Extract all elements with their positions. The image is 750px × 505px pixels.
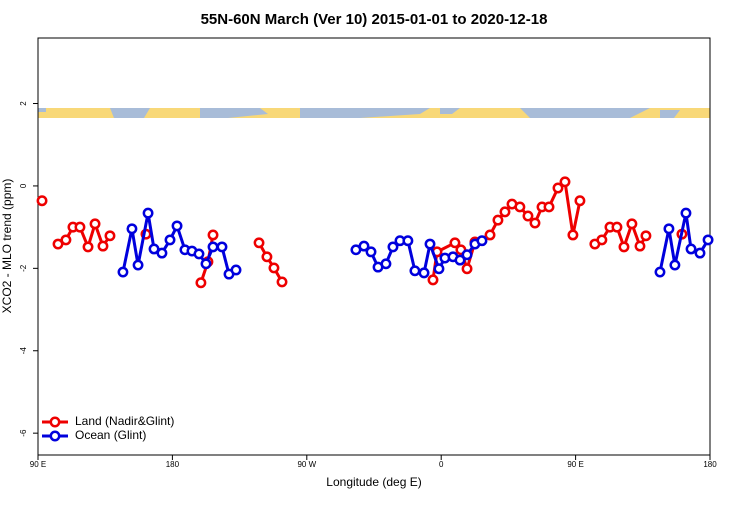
- data-point: [207, 229, 219, 241]
- data-point: [89, 218, 101, 230]
- data-point: [574, 195, 586, 207]
- data-point: [461, 263, 473, 275]
- data-point: [424, 238, 436, 250]
- x-tick-label: 180: [166, 460, 180, 469]
- data-point: [529, 217, 541, 229]
- data-point: [461, 249, 473, 261]
- data-point: [74, 221, 86, 233]
- data-point: [596, 234, 608, 246]
- data-point: [261, 251, 273, 263]
- data-point: [694, 247, 706, 259]
- data-point: [499, 206, 511, 218]
- data-point: [268, 262, 280, 274]
- legend-label: Ocean (Glint): [75, 428, 146, 442]
- data-point: [514, 201, 526, 213]
- data-point: [685, 243, 697, 255]
- data-point: [409, 265, 421, 277]
- y-tick-label: 0: [19, 183, 28, 188]
- y-tick-label: -6: [19, 429, 28, 437]
- data-point: [663, 223, 675, 235]
- data-point: [476, 235, 488, 247]
- data-point: [552, 182, 564, 194]
- data-point: [142, 207, 154, 219]
- x-tick-label: 90 E: [567, 460, 583, 469]
- y-axis-label: XCO2 - MLO trend (ppm): [0, 179, 14, 314]
- map-strip: [38, 108, 710, 118]
- data-point: [492, 214, 504, 226]
- x-tick-label: 0: [439, 460, 444, 469]
- data-point: [387, 241, 399, 253]
- data-point: [522, 210, 534, 222]
- x-axis-label: Longitude (deg E): [326, 475, 421, 489]
- data-point: [365, 246, 377, 258]
- data-point: [427, 274, 439, 286]
- data-point: [543, 201, 555, 213]
- data-point: [82, 241, 94, 253]
- legend-marker: [49, 416, 61, 428]
- data-point: [195, 277, 207, 289]
- x-tick-label: 180: [703, 460, 717, 469]
- data-point: [449, 237, 461, 249]
- data-point: [702, 234, 714, 246]
- data-point: [669, 259, 681, 271]
- data-point: [193, 248, 205, 260]
- data-point: [680, 207, 692, 219]
- data-point: [634, 240, 646, 252]
- y-tick-label: -2: [19, 264, 28, 272]
- data-point: [97, 240, 109, 252]
- data-point: [484, 229, 496, 241]
- data-point: [654, 266, 666, 278]
- data-point: [253, 237, 265, 249]
- data-point: [207, 241, 219, 253]
- data-point: [200, 258, 212, 270]
- data-point: [132, 259, 144, 271]
- data-point: [52, 238, 64, 250]
- data-point: [117, 266, 129, 278]
- data-point: [418, 267, 430, 279]
- data-point: [433, 263, 445, 275]
- data-point: [567, 229, 579, 241]
- data-point: [358, 240, 370, 252]
- data-point: [126, 223, 138, 235]
- data-point: [276, 276, 288, 288]
- data-point: [216, 241, 228, 253]
- data-point: [148, 243, 160, 255]
- data-point: [380, 258, 392, 270]
- data-point: [402, 235, 414, 247]
- legend-label: Land (Nadir&Glint): [75, 414, 174, 428]
- data-point: [104, 230, 116, 242]
- data-point: [156, 247, 168, 259]
- y-tick-label: -4: [19, 347, 28, 355]
- y-tick-label: 2: [19, 101, 28, 106]
- plot-frame: [37, 37, 711, 456]
- x-tick-label: 90 E: [30, 460, 46, 469]
- data-point: [559, 176, 571, 188]
- data-point: [171, 220, 183, 232]
- data-point: [164, 234, 176, 246]
- legend-marker: [49, 430, 61, 442]
- x-tick-label: 90 W: [297, 460, 316, 469]
- data-point: [640, 230, 652, 242]
- data-point: [454, 254, 466, 266]
- data-point: [60, 234, 72, 246]
- chart-title: 55N-60N March (Ver 10) 2015-01-01 to 202…: [201, 11, 548, 28]
- data-point: [618, 241, 630, 253]
- data-point: [626, 218, 638, 230]
- data-point: [36, 195, 48, 207]
- data-point: [230, 264, 242, 276]
- data-point: [611, 221, 623, 233]
